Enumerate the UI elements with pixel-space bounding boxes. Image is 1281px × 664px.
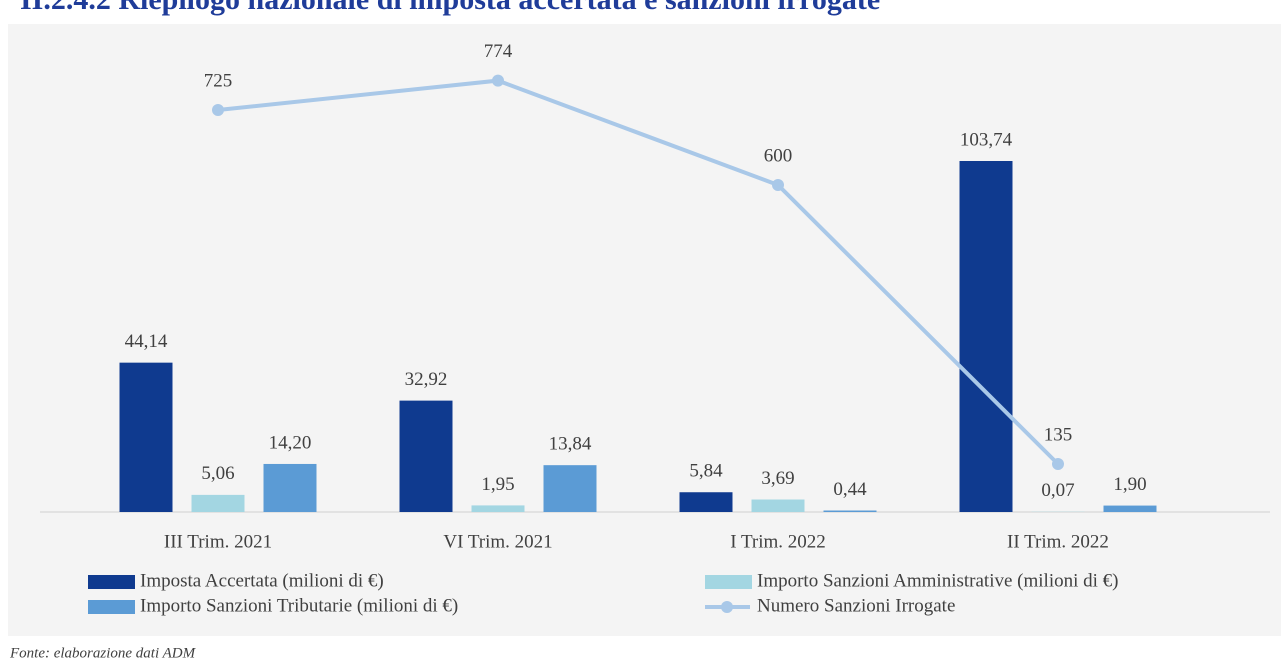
bar <box>399 400 453 512</box>
data-label: 5,84 <box>689 461 723 482</box>
data-label: 44,14 <box>125 331 168 352</box>
x-tick-label: VI Trim. 2021 <box>443 531 552 552</box>
data-label: 5,06 <box>201 463 234 484</box>
legend-swatch <box>705 575 752 589</box>
data-label: 600 <box>764 145 793 166</box>
data-label: 103,74 <box>960 129 1013 150</box>
data-label: 13,84 <box>549 434 592 455</box>
line-point <box>1052 458 1064 470</box>
line-point <box>772 179 784 191</box>
line-point <box>212 104 224 116</box>
data-label: 725 <box>204 70 233 91</box>
data-label: 1,95 <box>481 474 514 495</box>
bar <box>679 492 733 512</box>
data-label: 1,90 <box>1113 474 1146 495</box>
data-label: 14,20 <box>269 432 312 453</box>
bar <box>1103 505 1157 512</box>
bar <box>191 494 245 512</box>
x-tick-label: II Trim. 2022 <box>1007 531 1109 552</box>
line-series <box>217 78 1060 466</box>
bar <box>119 362 173 512</box>
data-label: 3,69 <box>761 468 794 489</box>
bar <box>471 505 525 512</box>
line-point <box>492 74 504 87</box>
legend-label: Importo Sanzioni Tributarie (milioni di … <box>140 595 458 616</box>
chart-background <box>8 24 1281 636</box>
source-note: Fonte: elaborazione dati ADM <box>9 645 197 661</box>
legend-label: Imposta Accertata (milioni di €) <box>140 570 384 591</box>
legend-label: Numero Sanzioni Irrogate <box>757 595 955 616</box>
legend-label: Importo Sanzioni Amministrative (milioni… <box>757 570 1119 591</box>
data-label: 32,92 <box>405 369 448 390</box>
data-label: 0,07 <box>1041 480 1074 501</box>
legend-swatch <box>88 575 135 589</box>
legend-marker <box>721 601 733 613</box>
bar <box>263 463 317 512</box>
bar <box>751 499 805 512</box>
x-tick-label: I Trim. 2022 <box>730 531 826 552</box>
data-label: 135 <box>1044 424 1073 445</box>
legend-swatch <box>88 600 135 614</box>
chart-title: II.2.4.2 Riepilogo nazionale di imposta … <box>20 0 880 16</box>
bar <box>823 510 877 512</box>
bar <box>543 465 597 512</box>
data-label: 774 <box>484 41 513 62</box>
x-tick-label: III Trim. 2021 <box>164 531 272 552</box>
bar <box>959 161 1013 512</box>
data-label: 0,44 <box>833 479 867 500</box>
